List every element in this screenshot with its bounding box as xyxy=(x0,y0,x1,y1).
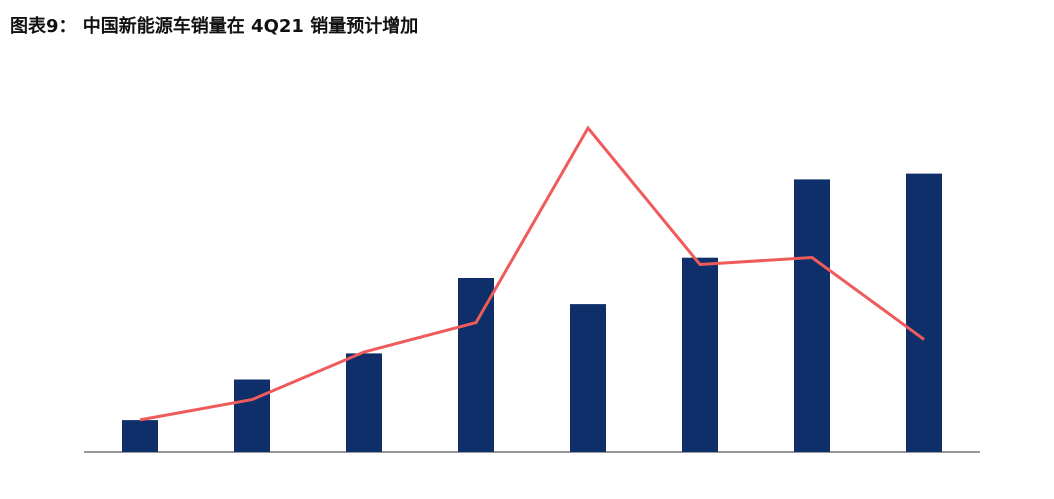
page-title: 图表9： 中国新能源车销量在 4Q21 销量预计增加 xyxy=(10,16,419,37)
